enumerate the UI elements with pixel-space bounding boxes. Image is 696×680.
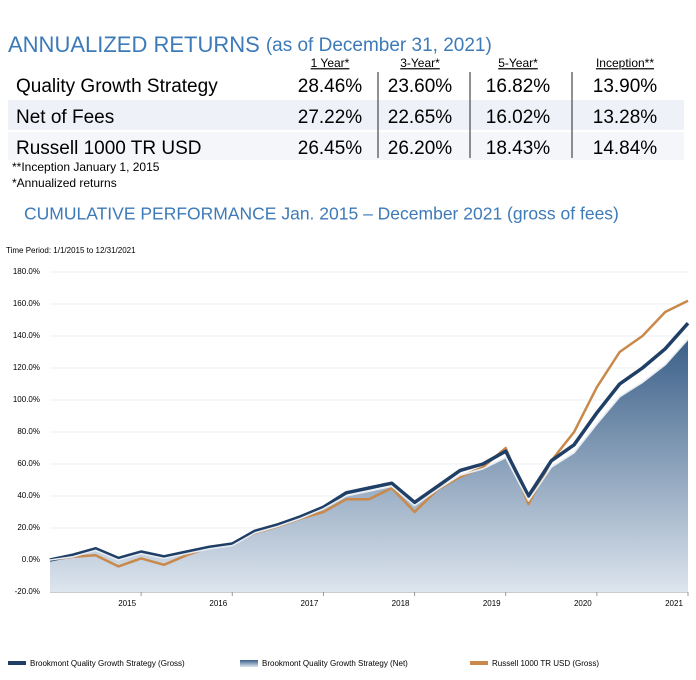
legend-label: Russell 1000 TR USD (Gross)	[492, 659, 599, 668]
chart: -20.0% 0.0% 20.0% 40.0% 60.0% 80.0% 100.0% 120.…	[8, 267, 690, 668]
cell: 28.46%	[298, 76, 363, 97]
column-header: 5-Year*	[498, 56, 538, 70]
chart-title: CUMULATIVE PERFORMANCE Jan. 2015 – Decem…	[24, 204, 619, 224]
x-tick-label: 2017	[301, 599, 319, 608]
y-tick-label: 180.0%	[13, 267, 40, 276]
cell: 27.22%	[298, 107, 363, 128]
y-tick-label: -20.0%	[15, 587, 40, 596]
line	[49, 299, 689, 568]
y-tick-label: 160.0%	[13, 299, 40, 308]
cell: 18.43%	[486, 138, 551, 159]
column-header: Inception**	[596, 56, 654, 70]
section-title: ANNUALIZED RETURNS (as of December 31, 20…	[8, 32, 492, 57]
note: *Annualized returns	[12, 176, 117, 190]
area	[50, 339, 688, 592]
cell: 26.20%	[388, 138, 453, 159]
x-tick-label: 2018	[392, 599, 410, 608]
x-tick-label: 2016	[209, 599, 227, 608]
cell: 16.02%	[486, 107, 551, 128]
x-tick-label: 2020	[574, 599, 592, 608]
line	[49, 338, 689, 561]
legend-swatch	[240, 660, 258, 667]
y-tick-label: 0.0%	[22, 555, 40, 564]
y-tick-label: 20.0%	[17, 523, 40, 532]
note: **Inception January 1, 2015	[12, 160, 160, 174]
row-label: Quality Growth Strategy	[16, 76, 218, 97]
line	[49, 322, 690, 562]
legend-swatch	[470, 661, 488, 665]
title: ANNUALIZED RETURNS	[8, 32, 260, 57]
y-tick-label: 140.0%	[13, 331, 40, 340]
column-header: 3-Year*	[400, 56, 440, 70]
column-header: 1 Year*	[311, 56, 350, 70]
cell: 13.28%	[593, 107, 658, 128]
row-band	[8, 100, 684, 130]
legend-label: Brookmont Quality Growth Strategy (Gross…	[30, 659, 185, 668]
legend-swatch	[8, 661, 26, 665]
y-tick-label: 60.0%	[17, 459, 40, 468]
cell: 14.84%	[593, 138, 658, 159]
subtitle: (as of December 31, 2021)	[266, 35, 492, 56]
chart-subtitle: Time Period: 1/1/2015 to 12/31/2021	[6, 246, 136, 255]
cell: 16.82%	[486, 76, 551, 97]
row-label: Net of Fees	[16, 107, 114, 128]
cell: 23.60%	[388, 76, 453, 97]
x-tick-label: 2019	[483, 599, 501, 608]
legend-label: Brookmont Quality Growth Strategy (Net)	[262, 659, 408, 668]
row-label: Russell 1000 TR USD	[16, 138, 202, 159]
cell: 22.65%	[388, 107, 453, 128]
y-tick-label: 80.0%	[17, 427, 40, 436]
x-tick-label: 2015	[118, 599, 136, 608]
cell: 26.45%	[298, 138, 363, 159]
y-tick-label: 100.0%	[13, 395, 40, 404]
x-tick-label: 2021	[665, 599, 683, 608]
y-tick-label: 120.0%	[13, 363, 40, 372]
row-band	[8, 132, 684, 160]
y-tick-label: 40.0%	[17, 491, 40, 500]
cell: 13.90%	[593, 76, 658, 97]
returns-table: 1 Year* 3-Year* 5-Year* Inception** Quality …	[16, 56, 657, 159]
